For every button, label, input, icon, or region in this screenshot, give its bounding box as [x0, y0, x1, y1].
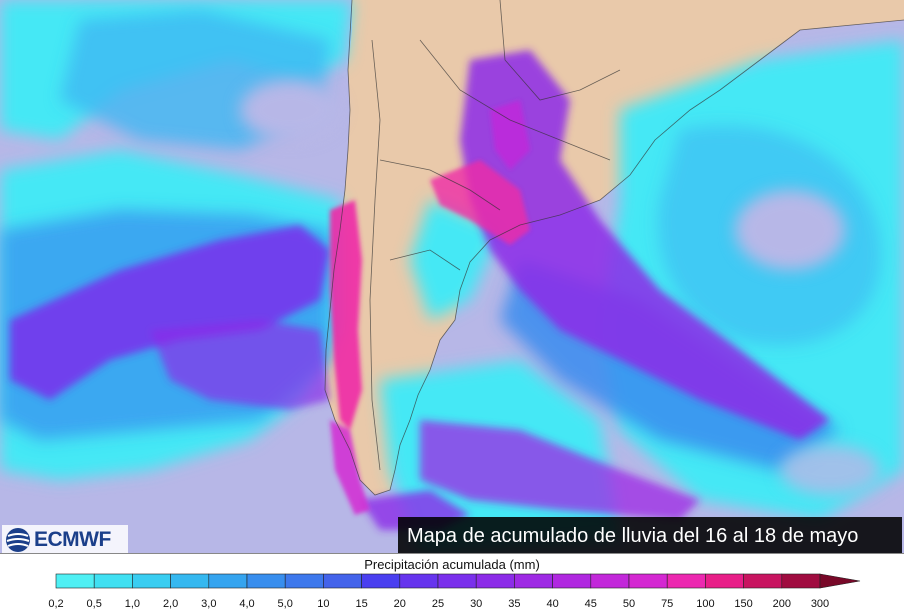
legend-tick-label: 20 [394, 598, 406, 610]
legend-swatch [246, 573, 286, 589]
legend-tick-label: 300 [811, 598, 829, 610]
legend-tick-label: 100 [696, 598, 714, 610]
legend-title: Precipitación acumulada (mm) [364, 557, 540, 572]
legend-swatch [666, 573, 706, 589]
borders [324, 0, 904, 496]
legend-swatch [93, 573, 133, 589]
legend-tick-label: 200 [773, 598, 791, 610]
legend-swatch [437, 573, 477, 589]
legend-tick-label: 3,0 [201, 598, 216, 610]
legend-swatch [475, 573, 515, 589]
legend-swatch [208, 573, 248, 589]
legend-swatch [705, 573, 744, 589]
legend-tick-label: 25 [432, 598, 444, 610]
legend-tick-label: 45 [585, 598, 597, 610]
legend-swatch [55, 573, 95, 589]
legend-tick-label: 50 [623, 598, 635, 610]
legend-swatch [132, 573, 171, 589]
dry-patches [240, 80, 880, 495]
legend-tick-label: 1,0 [125, 598, 140, 610]
legend-tick-label: 150 [734, 598, 752, 610]
legend-swatch [361, 573, 401, 589]
legend-swatch [590, 573, 630, 589]
legend-tick-label: 5,0 [278, 598, 293, 610]
legend-swatch-overflow [819, 573, 861, 589]
legend: Precipitación acumulada (mm) 0,2 0,5 1,0 2,… [0, 553, 904, 611]
legend-tick-label: 0,5 [87, 598, 102, 610]
extreme-rain-field [330, 100, 530, 515]
legend-tick-label: 40 [546, 598, 558, 610]
logo-text: ECMWF [34, 528, 111, 551]
legend-swatch [552, 573, 592, 589]
legend-tick-label: 30 [470, 598, 482, 610]
legend-swatch [284, 573, 324, 589]
ecmwf-logo: ECMWF [2, 525, 128, 555]
ecmwf-globe-icon [6, 528, 30, 552]
legend-tick-label: 4,0 [239, 598, 254, 610]
map-caption: Mapa de acumulado de lluvia del 16 al 18… [398, 517, 902, 555]
precipitation-map [0, 0, 904, 553]
legend-swatch [743, 573, 783, 589]
legend-tick-label: 15 [355, 598, 367, 610]
legend-tick-label: 75 [661, 598, 673, 610]
legend-swatch [323, 573, 362, 589]
legend-tick-label: 10 [317, 598, 329, 610]
legend-swatch [514, 573, 553, 589]
legend-tick-label: 35 [508, 598, 520, 610]
legend-swatch [781, 573, 821, 589]
legend-tick-label: 2,0 [163, 598, 178, 610]
legend-swatch [628, 573, 668, 589]
legend-tick-label: 0,2 [48, 598, 63, 610]
legend-swatch [399, 573, 439, 589]
legend-colorbar: 0,2 0,5 1,0 2,0 3,0 4,0 5,0 10 15 20 25 30 35 40 45 50 7… [48, 573, 861, 610]
legend-swatch [170, 573, 210, 589]
